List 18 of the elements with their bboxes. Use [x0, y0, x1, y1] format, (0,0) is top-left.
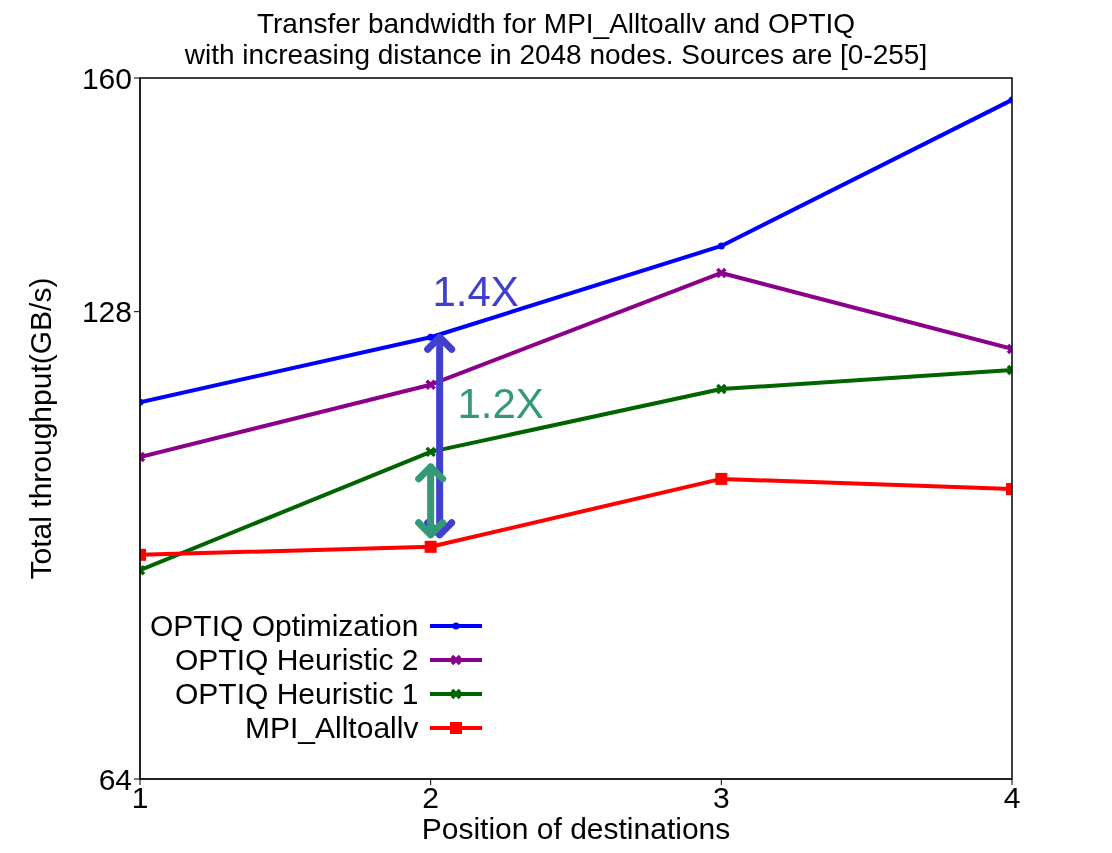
chart-title: Transfer bandwidth for MPI_Alltoallv and OPTIQ with increasing distance in 2048 nodes. Sources are [0-255] — [183, 8, 929, 70]
annotation: 1.4X — [432, 268, 519, 316]
point — [717, 242, 725, 250]
legend-label: OPTIQ Heuristic 1 — [175, 677, 419, 711]
y-axis-title: Total throughput(GB/s) — [23, 277, 57, 580]
y-tick-label: 160 — [81, 61, 132, 95]
x-axis-title: Position of destinations — [421, 812, 731, 845]
annotation: 1.2X — [457, 379, 544, 427]
x-tick-label: 3 — [712, 781, 730, 815]
y-tick-label: 64 — [98, 762, 132, 796]
legend-label: OPTIQ Heuristic 2 — [175, 643, 419, 677]
x-tick-label: 1 — [131, 781, 149, 815]
y-tick-label: 128 — [81, 295, 132, 329]
point — [427, 333, 435, 341]
legend-label: MPI_Alltoallv — [245, 711, 419, 745]
x-tick-label: 2 — [422, 781, 440, 815]
legend-label: OPTIQ Optimization — [150, 609, 419, 643]
x-tick-label: 4 — [1003, 781, 1021, 815]
